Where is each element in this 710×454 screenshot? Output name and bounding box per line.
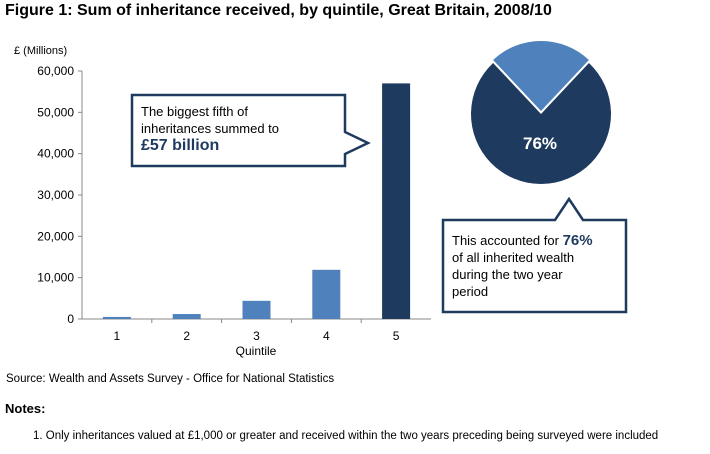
callout-left-text: The biggest fifth of inheritances summed… [141, 103, 279, 154]
bar-quintile-1 [102, 316, 131, 319]
callout-left-box [130, 93, 371, 168]
x-tick-label: 3 [253, 329, 260, 343]
bar-quintile-5 [382, 83, 411, 320]
x-axis-label: Quintile [236, 344, 277, 358]
y-tick-label: 10,000 [37, 271, 74, 285]
callout-right [441, 196, 628, 314]
callout-left [130, 93, 371, 168]
bar-series [102, 83, 411, 320]
note-1: 1. Only inheritances valued at £1,000 or… [33, 430, 659, 442]
chart-title: Figure 1: Sum of inheritance received, b… [5, 2, 552, 19]
callout-right-box [441, 196, 628, 314]
pie-data-label: 76% [523, 134, 557, 153]
callout-right-line3: during the two year [452, 267, 563, 282]
y-axis-label: £ (Millions) [14, 45, 67, 57]
callout-left-highlight: £57 billion [141, 137, 220, 154]
pie-slice-remaining [493, 41, 589, 112]
callout-right-highlight: 76% [562, 232, 593, 249]
notes-heading: Notes: [5, 401, 46, 416]
callout-left-line2: inheritances summed to [141, 121, 280, 136]
y-tick-label: 30,000 [37, 188, 74, 202]
callout-right-prefix: This accounted for [452, 233, 563, 248]
bar-quintile-4 [312, 269, 341, 319]
callout-right-text: This accounted for 76% of all inherited … [452, 232, 593, 300]
pie-slice-main [471, 62, 611, 185]
y-tick-label: 20,000 [37, 229, 74, 243]
x-tick-label: 5 [393, 329, 400, 343]
x-axis-ticks: 1 2 3 4 5 [114, 319, 400, 343]
x-tick-label: 2 [183, 329, 190, 343]
bar-quintile-2 [172, 314, 201, 319]
x-tick-label: 1 [114, 329, 121, 343]
callout-right-line4: period [452, 284, 489, 299]
pie-chart [471, 41, 611, 185]
y-tick-label: 0 [67, 312, 74, 326]
callout-right-line2: of all inherited wealth [452, 250, 575, 265]
y-tick-label: 50,000 [37, 105, 74, 119]
x-tick-label: 4 [323, 329, 330, 343]
y-tick-label: 60,000 [37, 64, 74, 78]
source-note: Source: Wealth and Assets Survey - Offic… [6, 373, 335, 385]
y-tick-label: 40,000 [37, 147, 74, 161]
callout-left-line1: The biggest fifth of [141, 104, 248, 119]
bar-quintile-3 [242, 300, 271, 319]
y-axis-ticks: 0 10,000 20,000 30,000 40,000 50,000 60,000 [37, 64, 82, 326]
